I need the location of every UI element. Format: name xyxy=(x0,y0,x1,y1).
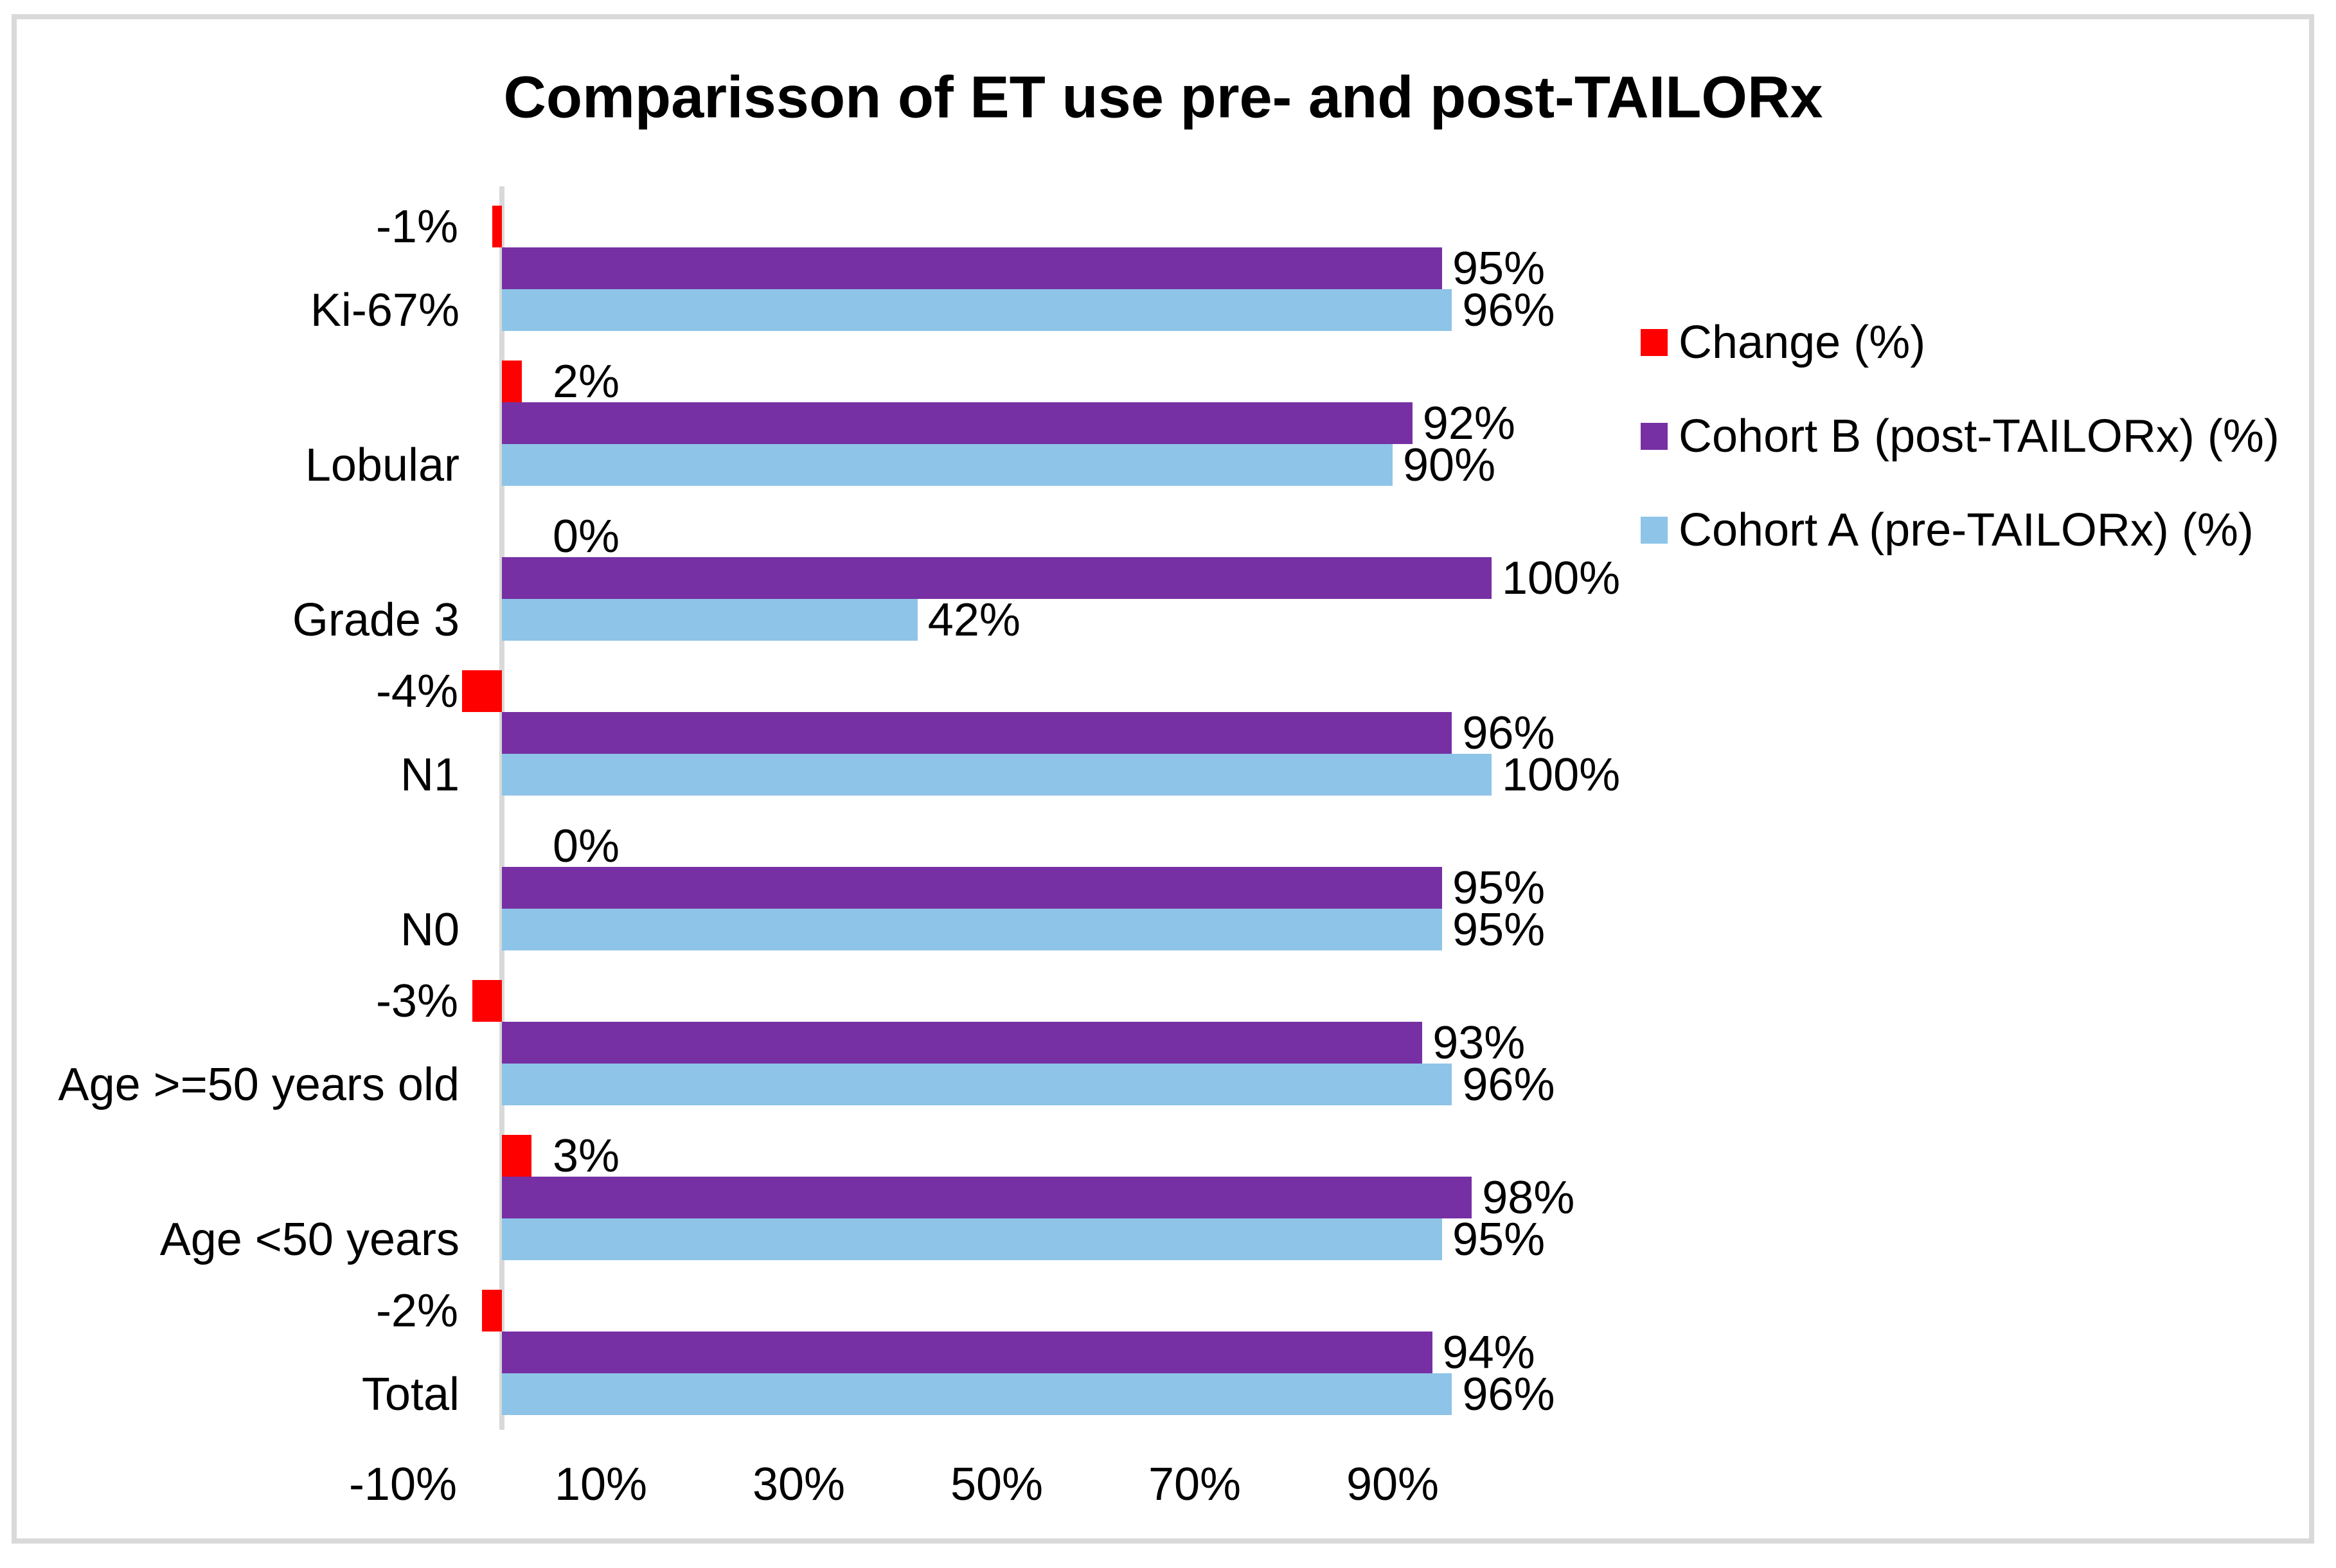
x-tick-label-10%: 10% xyxy=(554,1459,648,1510)
change-value-label: -1% xyxy=(375,200,458,253)
cohort-a-value-label: 90% xyxy=(1403,439,1496,491)
cohort-b-value-label: 100% xyxy=(1502,552,1621,604)
category-label-1: Ki-67% xyxy=(310,284,459,336)
cohort-b-value-label: 92% xyxy=(1422,397,1515,449)
bar-cohort-b-6 xyxy=(502,1022,1423,1064)
change-value-label: -4% xyxy=(375,665,458,717)
cohort-b-value-label: 95% xyxy=(1452,242,1546,294)
bar-cohort-a-2 xyxy=(502,444,1393,486)
bar-cohort-a-4 xyxy=(502,754,1492,796)
bar-cohort-a-3 xyxy=(502,599,918,641)
cohort-a-value-label: 96% xyxy=(1462,1368,1555,1420)
category-label-3: Grade 3 xyxy=(292,594,459,646)
cohort-a-value-label: 42% xyxy=(927,594,1021,646)
x-tick-label--10%: -10% xyxy=(348,1459,458,1510)
cohort-a-value-label: 96% xyxy=(1462,284,1555,336)
bar-change-1 xyxy=(492,206,502,247)
cohort-a-value-label: 95% xyxy=(1452,904,1546,956)
legend-marker-cohort-b-icon xyxy=(1641,423,1668,450)
category-label-6: Age >=50 years old xyxy=(58,1058,459,1110)
chart-title: Comparisson of ET use pre- and post-TAIL… xyxy=(503,64,1823,130)
cohort-b-value-label: 96% xyxy=(1462,707,1555,759)
change-value-label: 0% xyxy=(553,820,620,872)
bar-cohort-b-5 xyxy=(502,867,1442,909)
change-value-label: -3% xyxy=(375,975,458,1027)
cohort-b-value-label: 95% xyxy=(1452,862,1546,914)
category-label-4: N1 xyxy=(400,749,459,801)
bar-change-8 xyxy=(482,1290,502,1332)
legend-marker-cohort-a-icon xyxy=(1641,517,1668,544)
category-label-2: Lobular xyxy=(305,439,459,491)
x-tick-label-90%: 90% xyxy=(1346,1459,1440,1510)
change-value-label: 3% xyxy=(553,1130,620,1182)
legend-label-change: Change (%) xyxy=(1679,317,1926,368)
bar-change-6 xyxy=(472,980,502,1022)
bar-cohort-b-2 xyxy=(502,402,1413,444)
bar-cohort-b-1 xyxy=(502,247,1442,289)
bar-change-7 xyxy=(502,1135,532,1177)
legend-marker-change-icon xyxy=(1641,329,1668,356)
bar-cohort-b-3 xyxy=(502,557,1492,599)
x-tick-label-30%: 30% xyxy=(752,1459,846,1510)
category-label-8: Total xyxy=(361,1368,459,1420)
x-tick-label-70%: 70% xyxy=(1148,1459,1242,1510)
legend-label-cohort-a: Cohort A (pre-TAILORx) (%) xyxy=(1679,504,2254,556)
change-value-label: 2% xyxy=(553,355,620,407)
x-axis-zero-line xyxy=(499,186,504,1430)
bar-cohort-a-6 xyxy=(502,1064,1452,1105)
x-tick-label-50%: 50% xyxy=(950,1459,1044,1510)
bar-cohort-b-4 xyxy=(502,712,1452,754)
change-value-label: 0% xyxy=(553,510,620,562)
bar-cohort-b-8 xyxy=(502,1332,1432,1373)
cohort-b-value-label: 94% xyxy=(1442,1326,1535,1378)
bar-cohort-a-8 xyxy=(502,1373,1452,1415)
cohort-a-value-label: 95% xyxy=(1452,1213,1546,1265)
cohort-b-value-label: 93% xyxy=(1432,1017,1526,1069)
change-value-label: -2% xyxy=(375,1285,458,1337)
category-label-7: Age <50 years xyxy=(159,1213,459,1265)
category-label-5: N0 xyxy=(400,904,459,956)
legend-label-cohort-b: Cohort B (post-TAILORx) (%) xyxy=(1679,411,2279,462)
bar-cohort-a-5 xyxy=(502,909,1442,950)
cohort-a-value-label: 100% xyxy=(1502,749,1621,801)
chart-border xyxy=(12,14,2314,1544)
bar-change-2 xyxy=(502,361,522,402)
bar-change-4 xyxy=(462,670,502,712)
bar-cohort-a-1 xyxy=(502,289,1452,331)
bar-cohort-a-7 xyxy=(502,1218,1442,1260)
cohort-b-value-label: 98% xyxy=(1482,1172,1575,1224)
cohort-a-value-label: 96% xyxy=(1462,1058,1555,1110)
bar-cohort-b-7 xyxy=(502,1177,1472,1218)
